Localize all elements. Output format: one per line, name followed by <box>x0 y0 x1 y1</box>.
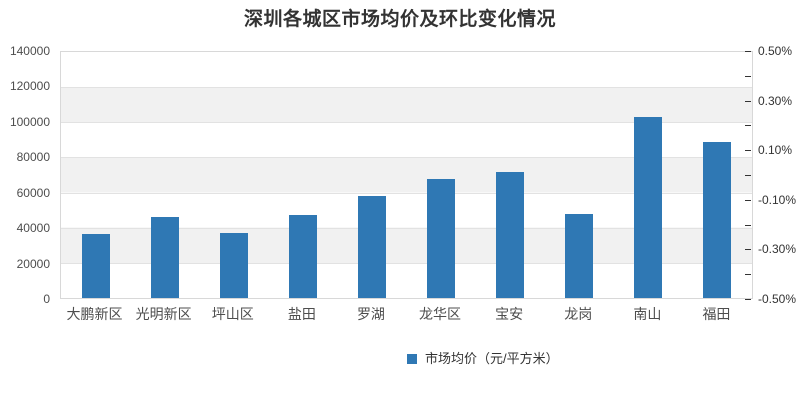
y-axis-left-label: 60000 <box>16 185 50 200</box>
y-axis-right-tick <box>745 199 751 201</box>
y-axis-right-tick <box>745 75 751 77</box>
y-axis-right-tick <box>745 150 751 152</box>
y-axis-right-label: 0.50% <box>758 44 793 58</box>
x-axis-label-盐田: 盐田 <box>287 306 316 322</box>
bar-罗湖[interactable] <box>357 196 386 298</box>
bar-宝安[interactable] <box>496 172 525 298</box>
y-axis-right-tick <box>745 249 751 251</box>
bar-坪山区[interactable] <box>219 232 248 298</box>
y-axis-right-tick <box>745 100 751 102</box>
y-axis-left-label: 100000 <box>9 114 50 129</box>
gridline <box>61 192 752 194</box>
y-axis-left-label: 20000 <box>16 256 50 271</box>
bar-龙岗[interactable] <box>565 213 594 298</box>
x-axis-label-罗湖: 罗湖 <box>356 306 385 322</box>
plot-area <box>60 51 753 299</box>
y-axis-left-label: 0 <box>43 292 50 306</box>
y-axis-right-tick <box>745 125 751 127</box>
y-axis-left-label: 40000 <box>16 221 50 236</box>
y-axis-right-tick <box>745 299 751 300</box>
legend-item[interactable]: 市场均价（元/平方米） <box>407 351 559 367</box>
y-axis-right-tick <box>745 274 751 276</box>
legend-square-icon <box>407 354 417 364</box>
gridline <box>61 227 752 229</box>
bar-龙华区[interactable] <box>427 179 456 298</box>
bar-盐田[interactable] <box>288 215 317 298</box>
gridline <box>61 262 752 264</box>
chart-title: 深圳各城区市场均价及环比变化情况 <box>243 9 556 30</box>
x-axis-label-宝安: 宝安 <box>495 306 524 322</box>
gridline <box>61 157 752 159</box>
bar-福田[interactable] <box>703 142 732 298</box>
y-axis-right-tick <box>745 51 751 52</box>
y-axis-right-label: -0.50% <box>758 292 797 306</box>
x-axis-label-南山: 南山 <box>633 306 662 322</box>
bar-南山[interactable] <box>634 116 663 298</box>
x-axis-label-福田: 福田 <box>702 306 731 322</box>
bar-光明新区[interactable] <box>150 216 179 298</box>
y-axis-left-label: 140000 <box>9 44 50 58</box>
y-axis-right-label: -0.10% <box>758 192 797 207</box>
bar-大鹏新区[interactable] <box>81 233 110 298</box>
x-axis-label-光明新区: 光明新区 <box>135 306 192 322</box>
y-axis-right-label: -0.30% <box>758 242 797 257</box>
x-axis-label-龙岗: 龙岗 <box>564 306 593 322</box>
x-axis-label-大鹏新区: 大鹏新区 <box>66 306 123 322</box>
y-axis-right-label: 0.30% <box>758 93 793 108</box>
y-axis-left-label: 120000 <box>9 79 50 94</box>
gridline <box>61 122 752 124</box>
x-axis-label-坪山区: 坪山区 <box>211 306 254 322</box>
legend-label: 市场均价（元/平方米） <box>425 351 559 366</box>
y-axis-right-label: 0.10% <box>758 143 793 158</box>
y-axis-left-label: 80000 <box>16 150 50 165</box>
x-axis-label-龙华区: 龙华区 <box>419 306 462 322</box>
gridline <box>61 87 752 89</box>
y-axis-right-tick <box>745 175 751 176</box>
y-axis-right-tick <box>745 224 751 226</box>
